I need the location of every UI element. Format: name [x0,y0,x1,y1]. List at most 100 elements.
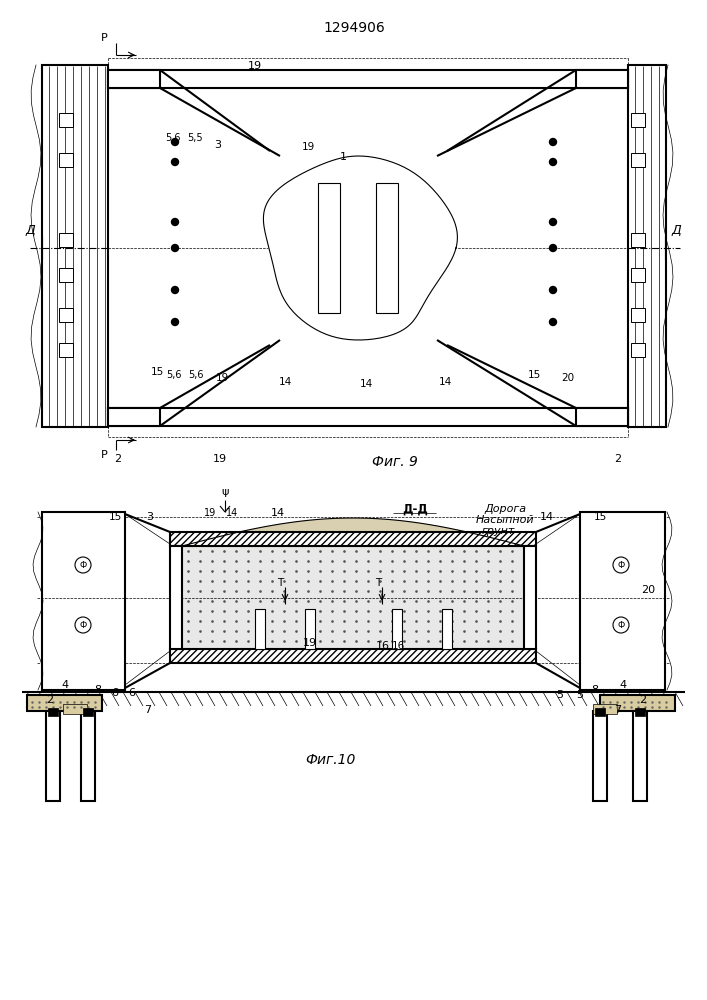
Text: 2: 2 [639,695,647,705]
Circle shape [172,286,178,294]
Bar [376,183,398,313]
Bar [631,268,645,282]
Text: Д: Д [671,224,681,236]
Polygon shape [264,156,457,340]
Bar [46,711,60,801]
Bar [633,711,647,801]
Text: 19: 19 [213,454,227,464]
Text: Д: Д [25,224,35,236]
Text: 8: 8 [95,685,102,695]
Text: Т: Т [277,578,283,588]
Bar [170,649,536,663]
Text: Д-Д: Д-Д [402,502,428,516]
Circle shape [613,557,629,573]
Text: 5,6: 5,6 [165,133,181,143]
Text: Ф: Ф [79,620,87,630]
Text: Ф: Ф [79,560,87,570]
Text: Р: Р [100,33,107,43]
Text: 19: 19 [303,638,317,648]
Text: 1: 1 [339,152,346,162]
Bar [631,113,645,127]
Text: грунт: грунт [481,526,515,536]
Text: 15: 15 [593,512,607,522]
Bar [108,408,628,426]
Bar [42,512,125,690]
Text: 5,6: 5,6 [166,370,182,380]
Bar [628,65,666,427]
Text: 19: 19 [204,508,216,518]
Circle shape [172,318,178,326]
Bar [108,408,160,426]
Text: Т: Т [375,578,381,588]
Text: 15: 15 [527,370,541,380]
Bar [576,70,628,88]
Text: 7: 7 [144,705,151,715]
Bar [59,268,73,282]
Bar [576,408,628,426]
Text: 16: 16 [392,641,404,651]
Bar [48,708,58,716]
Text: 3: 3 [214,140,221,150]
Bar [305,609,315,649]
Text: 20: 20 [561,373,575,383]
Text: 2: 2 [115,454,122,464]
Circle shape [75,557,91,573]
Circle shape [549,219,556,226]
Bar [593,704,617,714]
Bar [635,708,645,716]
Circle shape [549,286,556,294]
Text: 19: 19 [216,373,228,383]
Text: 20: 20 [641,585,655,595]
Bar [631,153,645,167]
Bar [42,65,108,427]
Bar [318,183,340,313]
Bar [59,343,73,357]
Circle shape [172,219,178,226]
Text: 5,5: 5,5 [187,133,203,143]
Bar [59,153,73,167]
Circle shape [172,244,178,251]
Bar [182,546,524,649]
Circle shape [613,617,629,633]
Bar [63,704,87,714]
Text: 14: 14 [279,377,291,387]
Text: 8: 8 [592,685,599,695]
Bar [27,695,102,711]
Bar [81,711,95,801]
Text: Фиг. 9: Фиг. 9 [372,455,418,469]
Circle shape [549,244,556,251]
Circle shape [172,158,178,165]
Text: 6: 6 [112,688,119,698]
Bar [170,532,536,546]
Text: 3: 3 [146,512,153,522]
Text: 19: 19 [248,61,262,71]
Text: 5: 5 [556,690,563,700]
Bar [170,546,182,649]
Bar [600,695,675,711]
Text: Ф: Ф [617,560,624,570]
Bar [442,609,452,649]
Bar [108,70,628,88]
Text: 5,6: 5,6 [188,370,204,380]
Bar [580,512,665,690]
Bar [59,308,73,322]
Bar [595,708,605,716]
Bar [59,233,73,247]
Text: 2: 2 [614,454,621,464]
Circle shape [172,138,178,145]
Bar [255,609,265,649]
Text: 14: 14 [271,508,285,518]
Bar [524,546,536,649]
Text: 5: 5 [576,690,583,700]
Text: Ф: Ф [617,620,624,630]
Bar [593,711,607,801]
Text: 14: 14 [438,377,452,387]
Text: 14: 14 [540,512,554,522]
Bar [631,233,645,247]
Text: 7: 7 [614,705,621,715]
Text: Дорога: Дорога [484,504,526,514]
Text: 14: 14 [359,379,373,389]
Bar [59,113,73,127]
Text: 15: 15 [151,367,163,377]
Text: 4: 4 [619,680,626,690]
